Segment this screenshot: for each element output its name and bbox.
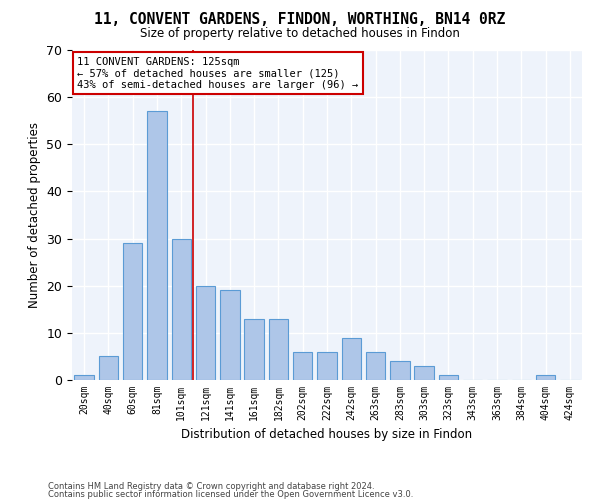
Bar [293,352,313,380]
Text: 11, CONVENT GARDENS, FINDON, WORTHING, BN14 0RZ: 11, CONVENT GARDENS, FINDON, WORTHING, B… [94,12,506,28]
Bar [317,352,337,380]
Bar [536,376,555,380]
Bar [366,352,385,380]
Text: Contains HM Land Registry data © Crown copyright and database right 2024.: Contains HM Land Registry data © Crown c… [48,482,374,491]
Bar [74,376,94,380]
X-axis label: Distribution of detached houses by size in Findon: Distribution of detached houses by size … [181,428,473,442]
Text: 11 CONVENT GARDENS: 125sqm
← 57% of detached houses are smaller (125)
43% of sem: 11 CONVENT GARDENS: 125sqm ← 57% of deta… [77,56,358,90]
Bar [415,366,434,380]
Bar [341,338,361,380]
Text: Size of property relative to detached houses in Findon: Size of property relative to detached ho… [140,28,460,40]
Bar [439,376,458,380]
Bar [123,244,142,380]
Bar [196,286,215,380]
Bar [172,238,191,380]
Bar [99,356,118,380]
Bar [147,112,167,380]
Bar [220,290,239,380]
Bar [269,318,288,380]
Bar [390,361,410,380]
Y-axis label: Number of detached properties: Number of detached properties [28,122,41,308]
Bar [244,318,264,380]
Text: Contains public sector information licensed under the Open Government Licence v3: Contains public sector information licen… [48,490,413,499]
